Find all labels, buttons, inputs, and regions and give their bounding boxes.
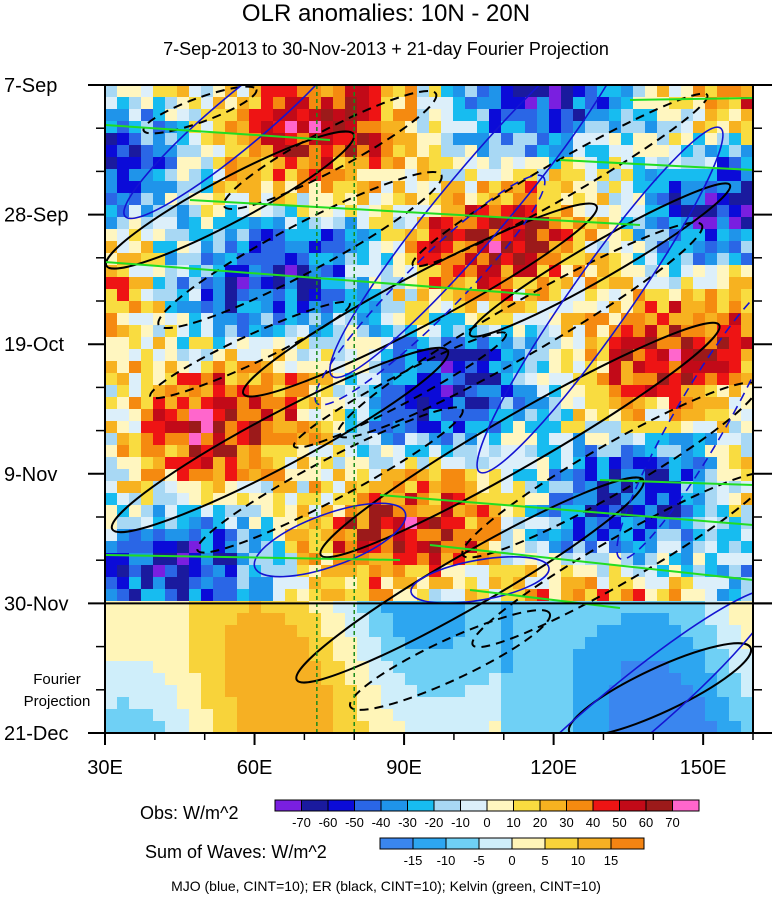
contour-line	[348, 609, 552, 711]
waves-colorbar-swatch	[544, 837, 579, 850]
contour-line	[471, 471, 753, 649]
obs-colorbar-swatch	[539, 799, 567, 812]
contour-line	[329, 85, 631, 379]
x-tick-label: 30E	[87, 757, 123, 779]
x-tick-label: 60E	[237, 757, 273, 779]
contour-line	[410, 556, 550, 604]
obs-colorbar-label: Obs: W/m^2	[140, 803, 239, 823]
obs-colorbar-tick: 30	[559, 815, 573, 830]
x-tick-label: 120E	[530, 757, 577, 779]
obs-colorbar-tick: -60	[319, 815, 338, 830]
obs-colorbar-tick: 10	[506, 815, 520, 830]
obs-colorbar-swatch	[354, 799, 382, 812]
obs-colorbar-tick: 70	[665, 815, 679, 830]
waves-colorbar-tick: -5	[473, 853, 485, 868]
contour-line	[149, 300, 351, 400]
contour-line	[123, 85, 357, 220]
waves-colorbar-swatch	[577, 837, 612, 850]
y-tick-label: 9-Nov	[4, 464, 57, 486]
plot-frame	[104, 84, 754, 734]
contour-line	[616, 280, 753, 560]
waves-colorbar-tick: 15	[604, 853, 618, 868]
contour-line	[189, 199, 641, 226]
obs-colorbar-swatch	[327, 799, 355, 812]
obs-colorbar-swatch	[619, 799, 647, 812]
y-tick-label: 19-Oct	[4, 334, 64, 356]
obs-colorbar-tick: 40	[586, 815, 600, 830]
projection-label: Projection	[24, 693, 91, 710]
contour-line	[559, 159, 753, 171]
y-tick-label: 30-Nov	[4, 593, 68, 615]
waves-colorbar-tick: 0	[508, 853, 515, 868]
contour-line	[336, 221, 704, 439]
obs-colorbar-tick: 0	[483, 815, 490, 830]
contour-legend-footer: MJO (blue, CINT=10); ER (black, CINT=10)…	[171, 878, 601, 894]
contour-line	[105, 261, 541, 296]
obs-colorbar-swatch	[513, 799, 541, 812]
contour-line	[629, 97, 753, 101]
y-tick-label: 21-Dec	[4, 723, 68, 745]
chart-title: OLR anomalies: 10N - 20N	[241, 0, 531, 27]
obs-colorbar-swatch	[645, 799, 673, 812]
contour-line	[468, 182, 732, 338]
obs-colorbar-swatch	[672, 799, 700, 812]
contour-line	[319, 321, 721, 559]
waves-colorbar-swatch	[379, 837, 414, 850]
obs-colorbar-tick: -70	[292, 815, 311, 830]
contour-line	[379, 494, 753, 526]
contour-line	[105, 124, 331, 141]
contour-line	[429, 544, 753, 581]
obs-colorbar-tick: 50	[612, 815, 626, 830]
obs-colorbar-swatch	[460, 799, 488, 812]
obs-colorbar-tick: 20	[533, 815, 547, 830]
chart-subtitle: 7-Sep-2013 to 30-Nov-2013 + 21-day Fouri…	[163, 39, 609, 59]
waves-colorbar-label: Sum of Waves: W/m^2	[145, 842, 327, 862]
waves-colorbar-tick: -10	[437, 853, 456, 868]
x-tick-label: 90E	[386, 757, 422, 779]
waves-colorbar-swatch	[445, 837, 480, 850]
obs-colorbar-tick: -10	[451, 815, 470, 830]
contour-line	[476, 126, 724, 474]
obs-colorbar-swatch	[301, 799, 329, 812]
obs-colorbar-swatch	[274, 799, 302, 812]
contour-line	[411, 92, 709, 268]
contour-line	[253, 502, 407, 578]
y-tick-label: 28-Sep	[4, 205, 69, 227]
contour-line	[599, 479, 753, 486]
contour-line	[464, 588, 753, 733]
waves-colorbar-tick: -15	[404, 853, 423, 868]
waves-colorbar-swatch	[511, 837, 546, 850]
contour-line	[292, 331, 508, 449]
obs-colorbar-tick: -50	[345, 815, 364, 830]
obs-colorbar-tick: -40	[372, 815, 391, 830]
x-tick-label: 150E	[680, 757, 727, 779]
obs-colorbar-swatch	[407, 799, 435, 812]
wave-contours	[105, 85, 753, 733]
waves-colorbar-tick: 5	[541, 853, 548, 868]
projection-label: Fourier	[33, 671, 81, 688]
obs-colorbar-swatch	[592, 799, 620, 812]
plot-axes: 7-Sep 28-Sep 19-Oct 9-Nov 30-Nov 21-Dec 30E 60E…	[4, 75, 772, 779]
waves-colorbar-swatch	[412, 837, 447, 850]
obs-colorbar-swatch	[486, 799, 514, 812]
colorbars: -70 -60 -50 -40 -30 -20 -10 0 10 20 30 40 50 60 70-15-…	[274, 799, 700, 868]
obs-colorbar-swatch	[433, 799, 461, 812]
obs-colorbar-swatch	[380, 799, 408, 812]
obs-colorbar-tick: -20	[425, 815, 444, 830]
contour-line	[242, 202, 598, 398]
contour-line	[469, 589, 621, 609]
obs-colorbar-tick: 60	[639, 815, 653, 830]
contour-line	[105, 554, 401, 561]
contour-line	[157, 170, 443, 330]
contour-line	[222, 89, 438, 211]
waves-colorbar-tick: 10	[571, 853, 585, 868]
contour-line	[142, 85, 258, 135]
y-tick-label: 7-Sep	[4, 75, 57, 97]
obs-colorbar-swatch	[566, 799, 594, 812]
waves-colorbar-swatch	[478, 837, 513, 850]
contour-line	[196, 406, 464, 554]
waves-colorbar-swatch	[610, 837, 645, 850]
obs-colorbar-tick: -30	[398, 815, 417, 830]
